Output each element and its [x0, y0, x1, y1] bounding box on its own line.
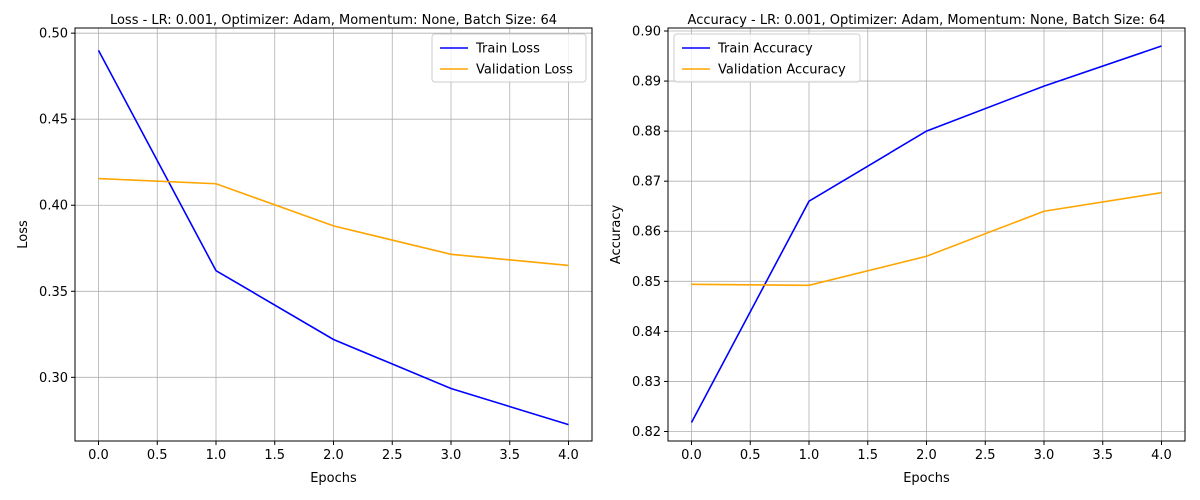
- legend-label: Validation Accuracy: [718, 63, 846, 78]
- x-tick-label: 0.5: [740, 448, 761, 463]
- chart-title: Accuracy - LR: 0.001, Optimizer: Adam, M…: [688, 13, 1166, 28]
- x-tick-label: 1.0: [799, 448, 820, 463]
- y-tick-label: 0.50: [39, 27, 68, 42]
- legend: Train Accuracy Validation Accuracy: [673, 33, 861, 83]
- x-tick-label: 3.0: [441, 448, 462, 463]
- accuracy-chart: Accuracy - LR: 0.001, Optimizer: Adam, M…: [609, 13, 1186, 486]
- legend-label: Validation Loss: [476, 63, 573, 78]
- loss-chart: Loss - LR: 0.001, Optimizer: Adam, Momen…: [16, 13, 593, 486]
- y-axis-label: Accuracy: [609, 205, 624, 265]
- y-tick-label: 0.89: [632, 75, 661, 90]
- y-tick-label: 0.86: [632, 225, 661, 240]
- legend: Train Loss Validation Loss: [431, 33, 587, 83]
- y-tick-label: 0.85: [632, 275, 661, 290]
- y-tick-label: 0.35: [39, 285, 68, 300]
- legend-box: [673, 33, 861, 83]
- x-tick-label: 3.5: [499, 448, 520, 463]
- x-tick-label: 1.5: [264, 448, 285, 463]
- legend-box: [431, 33, 587, 83]
- legend-label: Train Loss: [475, 42, 540, 57]
- x-tick-label: 2.5: [975, 448, 996, 463]
- x-tick-label: 1.5: [857, 448, 878, 463]
- x-tick-label: 2.5: [382, 448, 403, 463]
- y-tick-label: 0.45: [39, 113, 68, 128]
- x-tick-label: 4.0: [1151, 448, 1172, 463]
- chart-title: Loss - LR: 0.001, Optimizer: Adam, Momen…: [110, 13, 557, 28]
- x-axis-label: Epochs: [310, 471, 357, 486]
- y-tick-label: 0.84: [632, 325, 661, 340]
- grid: [668, 28, 1185, 441]
- y-tick-label: 0.90: [632, 25, 661, 40]
- y-tick-label: 0.30: [39, 371, 68, 386]
- x-tick-label: 1.0: [206, 448, 227, 463]
- legend-label: Train Accuracy: [717, 42, 813, 57]
- y-tick-label: 0.40: [39, 199, 68, 214]
- x-tick-label: 2.0: [323, 448, 344, 463]
- x-tick-label: 0.0: [88, 448, 109, 463]
- x-tick-label: 2.0: [916, 448, 937, 463]
- y-axis-label: Loss: [16, 220, 31, 249]
- x-tick-label: 0.0: [681, 448, 702, 463]
- y-tick-label: 0.87: [632, 175, 661, 190]
- y-tick-label: 0.83: [632, 375, 661, 390]
- x-tick-label: 3.0: [1034, 448, 1055, 463]
- x-tick-label: 0.5: [147, 448, 168, 463]
- x-axis-label: Epochs: [903, 471, 950, 486]
- x-tick-label: 3.5: [1092, 448, 1113, 463]
- x-tick-label: 4.0: [558, 448, 579, 463]
- y-tick-label: 0.88: [632, 125, 661, 140]
- y-tick-label: 0.82: [632, 425, 661, 440]
- grid: [75, 28, 592, 441]
